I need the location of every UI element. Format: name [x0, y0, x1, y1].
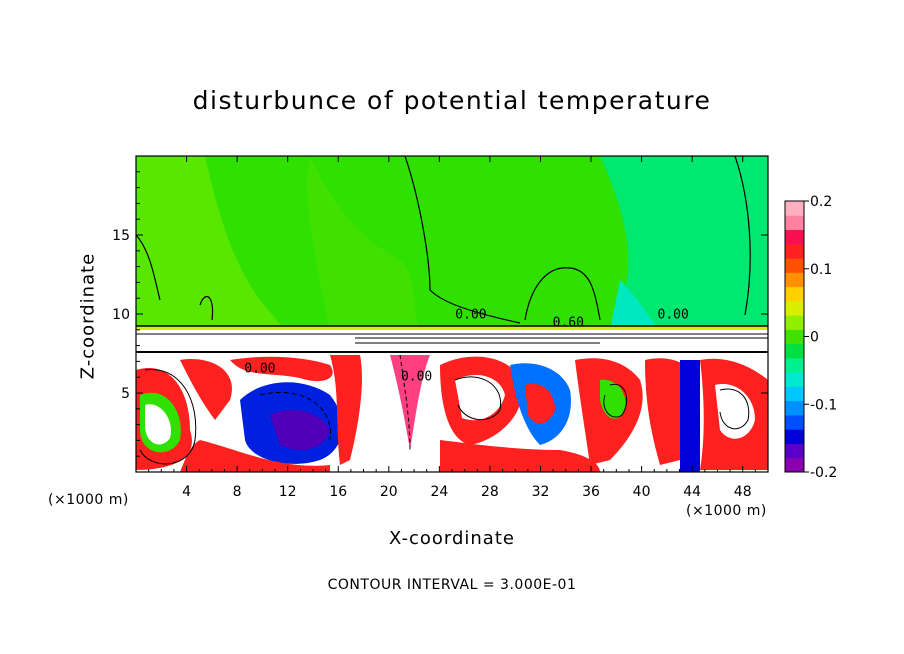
x-tick-label: 40: [633, 484, 651, 500]
eddy: [180, 359, 232, 420]
colorbar-swatch: [785, 215, 804, 231]
upper-field-shade: [307, 156, 420, 330]
contour-line: [719, 388, 750, 430]
colorbar-swatch: [785, 272, 804, 288]
colorbar-swatch: [785, 258, 804, 273]
contour-line: [139, 369, 197, 465]
y-axis: 5 10 15: [112, 171, 768, 457]
eddy: [600, 379, 626, 419]
contour-labels: 0.00 0.60 0.00 0.00 0.00: [244, 308, 689, 385]
x-tick-label: 28: [481, 484, 499, 500]
contour-interval-note: CONTOUR INTERVAL = 3.000E-01: [327, 577, 577, 593]
x-tick-label: 8: [233, 484, 242, 500]
colorbar-tick-label: 0.2: [810, 194, 832, 210]
eddy: [180, 440, 330, 472]
y-tick-label: 5: [121, 386, 130, 402]
contour-label: 0.00: [455, 308, 486, 323]
eddy: [145, 404, 171, 445]
colorbar-swatch: [785, 414, 804, 430]
colorbar-tick-label: -0.2: [810, 465, 837, 481]
colorbar-tick-label: -0.1: [810, 397, 837, 413]
x-tick-label: 20: [380, 484, 398, 500]
contour-line: [404, 156, 521, 324]
colorbar-swatch: [785, 315, 804, 330]
eddy: [230, 356, 333, 382]
contour-label: 0.00: [244, 361, 275, 376]
contour-line: [734, 156, 751, 316]
colorbar-tick-label: 0.1: [810, 262, 832, 278]
x-tick-label: 44: [683, 484, 701, 500]
eddy: [440, 440, 600, 472]
eddy: [455, 375, 505, 421]
x-axis: 4 8 12 16 20 24 28 32 36 40 44 48: [148, 156, 756, 500]
colorbar-swatch: [785, 343, 804, 359]
y-tick-label: 15: [112, 228, 130, 244]
contour-line: [259, 391, 331, 441]
contour-label: 0.00: [658, 308, 689, 323]
contour-line: [399, 354, 411, 451]
upper-field-cool: [600, 156, 768, 330]
colorbar-swatch: [785, 300, 804, 316]
x-tick-label: 36: [582, 484, 600, 500]
y-tick-label: 10: [112, 307, 130, 323]
contour-label: 0.00: [401, 369, 432, 384]
contour-line: [454, 376, 502, 420]
contour-line: [199, 295, 214, 321]
x-unit-label-right: (×1000 m): [686, 503, 767, 519]
colorbar-tick-label: 0: [810, 330, 819, 346]
x-tick-label: 24: [430, 484, 448, 500]
x-tick-label: 4: [182, 484, 191, 500]
colorbar-swatch: [785, 201, 804, 216]
eddy: [330, 355, 362, 465]
upper-field-cool: [610, 280, 660, 330]
contour-label: 0.60: [553, 316, 584, 331]
eddy: [270, 410, 330, 450]
colorbar: 0.2 0.1 0 -0.1 -0.2: [784, 194, 837, 481]
contour-line: [136, 333, 768, 344]
colorbar-swatch: [785, 429, 804, 444]
contour-line: [524, 267, 601, 321]
colorbar-swatch: [785, 400, 804, 416]
x-unit-label-left: (×1000 m): [48, 492, 129, 508]
contour-line: [136, 234, 161, 301]
colorbar-swatch: [785, 372, 804, 387]
x-tick-label: 32: [532, 484, 550, 500]
chart-title: disturbunce of potential temperature: [192, 86, 712, 115]
plot-area: [136, 156, 768, 472]
colorbar-swatch: [785, 386, 804, 402]
eddy: [680, 360, 700, 472]
eddy: [525, 383, 555, 424]
colorbar-swatch: [785, 229, 804, 245]
colorbar-swatch: [785, 329, 804, 345]
x-axis-label: X-coordinate: [389, 528, 515, 549]
x-tick-label: 16: [329, 484, 347, 500]
colorbar-swatch: [785, 457, 804, 473]
colorbar-swatch: [785, 286, 804, 302]
x-tick-label: 12: [279, 484, 297, 500]
upper-field-shade: [136, 156, 285, 330]
inversion-band: [136, 326, 768, 330]
eddy: [390, 355, 430, 450]
colorbar-swatch: [785, 357, 804, 373]
colorbar-swatch: [785, 443, 804, 459]
x-tick-label: 48: [734, 484, 752, 500]
contour-line: [603, 383, 628, 418]
colorbar-swatch: [785, 243, 804, 259]
